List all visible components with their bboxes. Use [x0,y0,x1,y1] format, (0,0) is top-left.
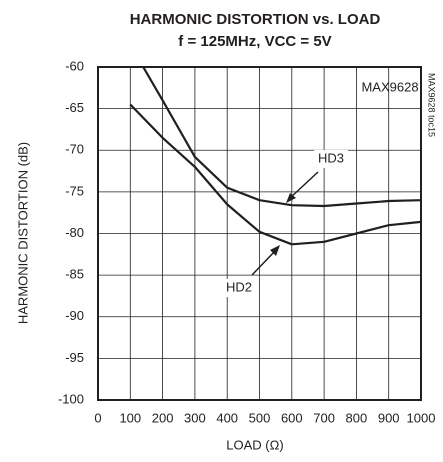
x-tick-label: 300 [184,410,206,425]
series-label: HD3 [318,150,344,165]
y-tick-label: -95 [65,350,84,365]
line-series [142,67,421,208]
label-bg [314,150,348,168]
y-tick-label: -60 [65,58,84,73]
annotation: MAX9628 [361,79,418,94]
arrowhead [270,245,280,256]
y-tick-label: -70 [65,142,84,157]
arrow [289,171,319,199]
y-axis-label: HARMONIC DISTORTION (dB) [15,142,30,324]
x-tick-label: 600 [281,410,303,425]
y-tick-label: -80 [65,225,84,240]
plot-frame [97,66,422,401]
arrow [251,249,277,276]
chart-subtitle: f = 125MHz, VCC = 5V [178,33,331,50]
x-tick-label: 400 [216,410,238,425]
x-tick-label: 100 [119,410,141,425]
line-series [129,103,421,246]
y-tick-label: -100 [58,391,84,406]
annotation: MAX9628 toc15 [427,73,437,137]
x-tick-label: 500 [249,410,271,425]
y-tick-label: -75 [65,183,84,198]
x-tick-label: 700 [313,410,335,425]
x-axis-label: LOAD (Ω) [226,437,283,452]
y-tick-label: -65 [65,100,84,115]
x-tick-label: 1000 [407,410,436,425]
x-tick-label: 800 [346,410,368,425]
chart-title: HARMONIC DISTORTION vs. LOAD [130,11,381,28]
y-tick-label: -90 [65,308,84,323]
label-bg [222,279,256,297]
x-tick-label: 900 [378,410,400,425]
x-tick-label: 200 [152,410,174,425]
x-tick-label: 0 [94,410,101,425]
y-tick-label: -85 [65,267,84,282]
arrowhead [286,193,296,203]
series-label: HD2 [226,279,252,294]
